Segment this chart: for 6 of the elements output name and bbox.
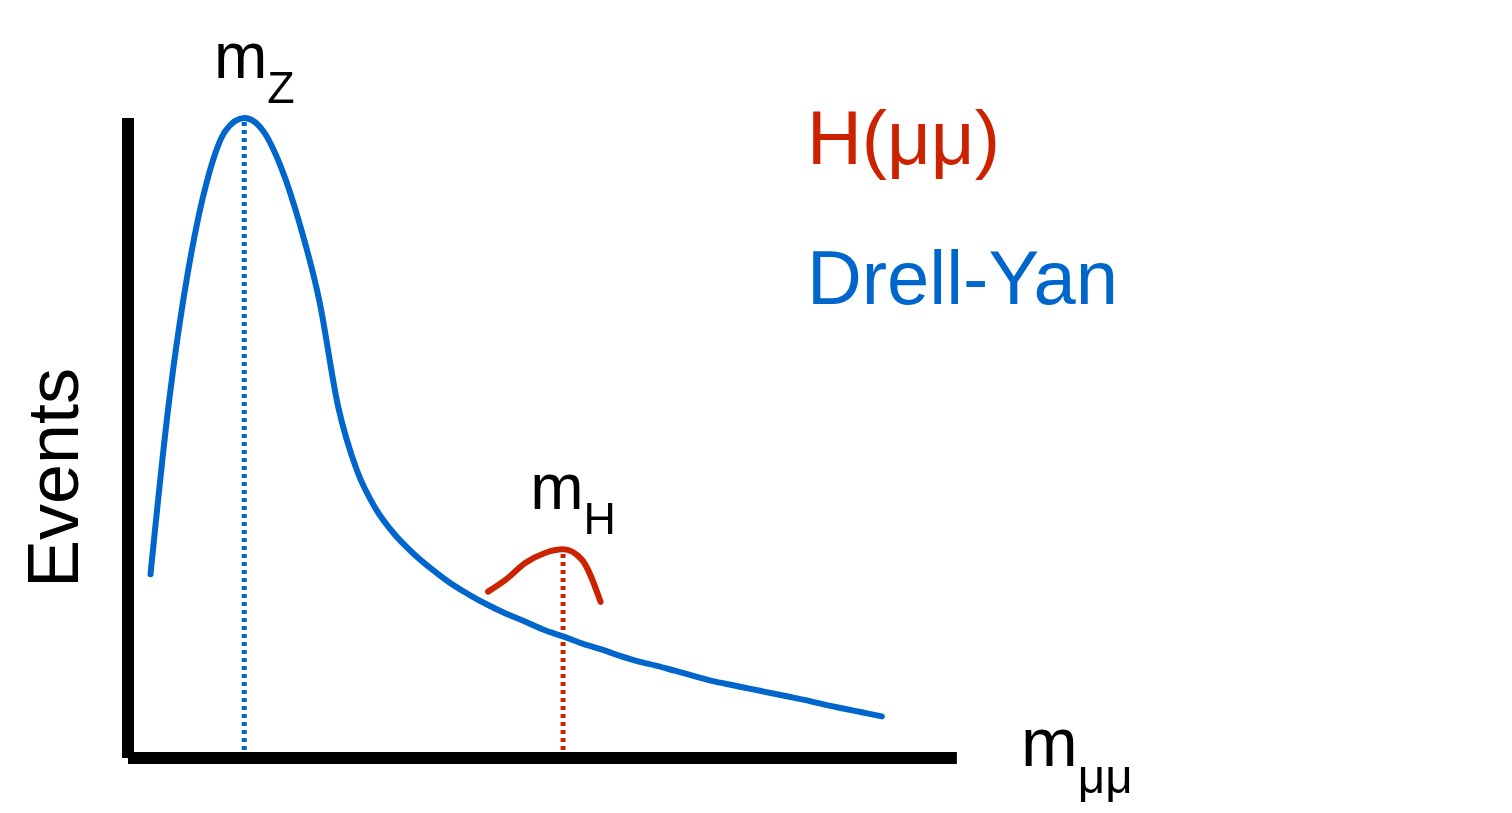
x-axis-title: m$_{μμ}$: [1021, 704, 1133, 803]
text: m$_{Z}$: [213, 20, 295, 112]
y-axis-title: Events: [13, 367, 93, 589]
text: H(μμ): [806, 94, 1001, 182]
annotation: m$_{H}$: [530, 451, 616, 544]
text: Drell-Yan: [806, 234, 1118, 322]
